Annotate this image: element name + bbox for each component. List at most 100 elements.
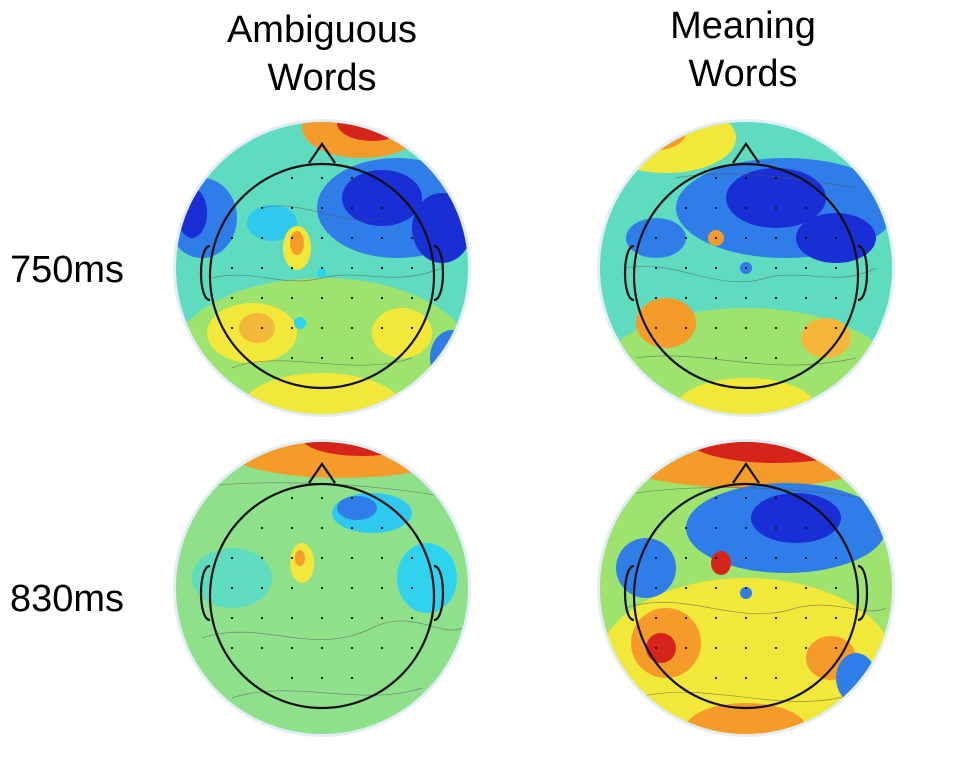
electrode-dot — [714, 176, 718, 180]
column-title-meaning: Meaning Words — [613, 2, 873, 98]
column-title-ambiguous-line2: Words — [267, 57, 377, 99]
head-outline — [200, 142, 444, 390]
electrode-dot — [380, 646, 384, 650]
electrode-dot — [834, 326, 838, 330]
electrode-dot — [410, 296, 414, 300]
electrode-dot — [230, 236, 234, 240]
electrode-dot — [654, 326, 658, 330]
column-title-ambiguous: Ambiguous Words — [192, 6, 452, 102]
electrode-markers — [230, 496, 414, 680]
electrode-dot — [774, 266, 778, 270]
electrode-dot — [350, 356, 354, 360]
electrode-dot — [774, 176, 778, 180]
topomap-ambiguous-750ms — [172, 118, 472, 418]
electrode-dot — [260, 326, 264, 330]
electrode-dot — [744, 586, 748, 590]
electrode-dot — [350, 556, 354, 560]
electrode-dot — [290, 496, 294, 500]
electrode-dot — [834, 586, 838, 590]
electrode-dot — [410, 616, 414, 620]
electrode-dot — [320, 556, 324, 560]
topomap-svg — [597, 439, 895, 737]
electrode-markers — [230, 176, 414, 360]
head-outline — [624, 142, 868, 390]
electrode-dot — [804, 616, 808, 620]
topomap-meaning-830ms — [596, 438, 896, 738]
electrode-dot — [684, 556, 688, 560]
electrode-dot — [774, 496, 778, 500]
head-outline — [624, 462, 868, 710]
electrode-dot — [804, 266, 808, 270]
electrode-dot — [320, 496, 324, 500]
electrode-dot — [230, 586, 234, 590]
topomap-meaning-750ms — [596, 118, 896, 418]
electrode-dot — [804, 296, 808, 300]
electrode-dot — [654, 586, 658, 590]
electrode-dot — [684, 646, 688, 650]
electrode-dot — [320, 676, 324, 680]
electrode-dot — [774, 236, 778, 240]
electrode-dot — [260, 556, 264, 560]
electrode-dot — [260, 586, 264, 590]
electrode-dot — [410, 586, 414, 590]
electrode-dot — [654, 266, 658, 270]
electrode-dot — [350, 676, 354, 680]
electrode-dot — [230, 616, 234, 620]
electrode-dot — [350, 496, 354, 500]
electrode-dot — [290, 646, 294, 650]
electrode-dot — [320, 176, 324, 180]
electrode-dot — [714, 676, 718, 680]
electrode-dot — [804, 646, 808, 650]
electrode-dot — [350, 176, 354, 180]
electrode-dot — [320, 326, 324, 330]
electrode-dot — [320, 526, 324, 530]
electrode-dot — [380, 326, 384, 330]
electrode-dot — [714, 616, 718, 620]
electrode-dot — [744, 236, 748, 240]
electrode-markers — [654, 496, 838, 680]
electrode-dot — [834, 236, 838, 240]
electrode-dot — [804, 236, 808, 240]
electrode-dot — [744, 556, 748, 560]
electrode-dot — [260, 646, 264, 650]
electrode-dot — [774, 586, 778, 590]
electrode-dot — [654, 236, 658, 240]
electrode-dot — [410, 266, 414, 270]
electrode-dot — [320, 586, 324, 590]
electrode-dot — [834, 556, 838, 560]
electrode-dot — [230, 296, 234, 300]
electrode-dot — [684, 236, 688, 240]
electrode-dot — [654, 296, 658, 300]
electrode-dot — [380, 206, 384, 210]
electrode-dot — [410, 646, 414, 650]
electrode-dot — [230, 266, 234, 270]
electrode-dot — [260, 206, 264, 210]
electrode-dot — [744, 266, 748, 270]
electrode-dot — [290, 296, 294, 300]
electrode-dot — [230, 556, 234, 560]
electrode-dot — [260, 266, 264, 270]
electrode-dot — [684, 586, 688, 590]
electrode-dot — [320, 646, 324, 650]
electrode-dot — [774, 556, 778, 560]
electrode-dot — [714, 356, 718, 360]
electrode-markers — [654, 176, 838, 360]
electrode-dot — [380, 526, 384, 530]
electrode-dot — [350, 616, 354, 620]
electrode-dot — [350, 206, 354, 210]
electrode-dot — [654, 646, 658, 650]
electrode-dot — [774, 326, 778, 330]
electrode-dot — [380, 586, 384, 590]
electrode-dot — [744, 356, 748, 360]
electrode-dot — [774, 526, 778, 530]
electrode-dot — [290, 236, 294, 240]
contour-lines — [625, 487, 887, 702]
electrode-dot — [684, 326, 688, 330]
electrode-dot — [744, 616, 748, 620]
electrode-dot — [320, 356, 324, 360]
electrode-dot — [774, 676, 778, 680]
column-title-meaning-line1: Meaning — [670, 5, 816, 47]
electrode-dot — [290, 556, 294, 560]
electrode-dot — [774, 646, 778, 650]
electrode-dot — [714, 496, 718, 500]
